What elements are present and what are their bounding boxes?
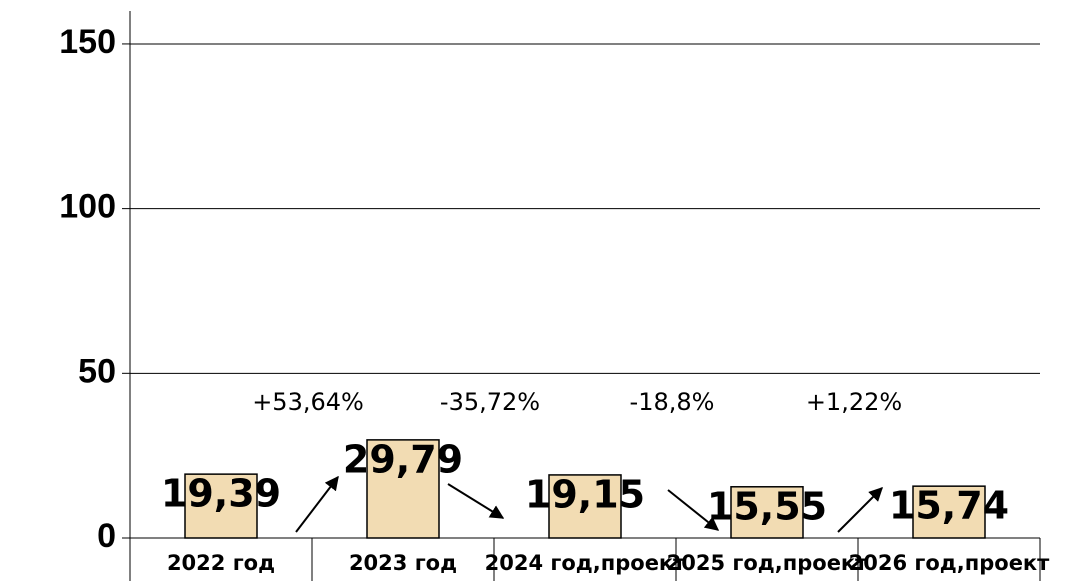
bar [548, 474, 622, 539]
bar [184, 473, 258, 539]
trend-arrows [295, 475, 883, 533]
y-tick-label: 0 [97, 517, 116, 555]
value-label: 19,15 [525, 472, 645, 516]
arrow [447, 483, 505, 519]
arrow [837, 487, 883, 533]
arrow [667, 489, 720, 531]
x-tick-label: 2026 год,проект [849, 551, 1051, 575]
bar [366, 439, 440, 539]
y-tick-label: 100 [59, 188, 116, 226]
y-tick-label: 50 [78, 352, 116, 390]
x-tick-label: 2025 год,проект [667, 551, 869, 575]
x-tick-label: 2022 год [167, 551, 275, 575]
arrow [295, 475, 339, 533]
x-tick-label: 2023 год [349, 551, 457, 575]
annotation: +1,22% [806, 388, 902, 416]
value-label: 29,79 [343, 437, 463, 481]
annotation: -35,72% [440, 388, 540, 416]
value-label: 15,55 [707, 484, 827, 528]
value-label: 19,39 [161, 472, 281, 516]
x-tick-label: 2024 год,проект [485, 551, 687, 575]
annotation: -18,8% [630, 388, 715, 416]
bar [730, 486, 804, 539]
value-label: 15,74 [889, 484, 1009, 528]
annotation: +53,64% [252, 388, 364, 416]
bar [912, 485, 986, 539]
y-tick-label: 150 [59, 23, 116, 61]
